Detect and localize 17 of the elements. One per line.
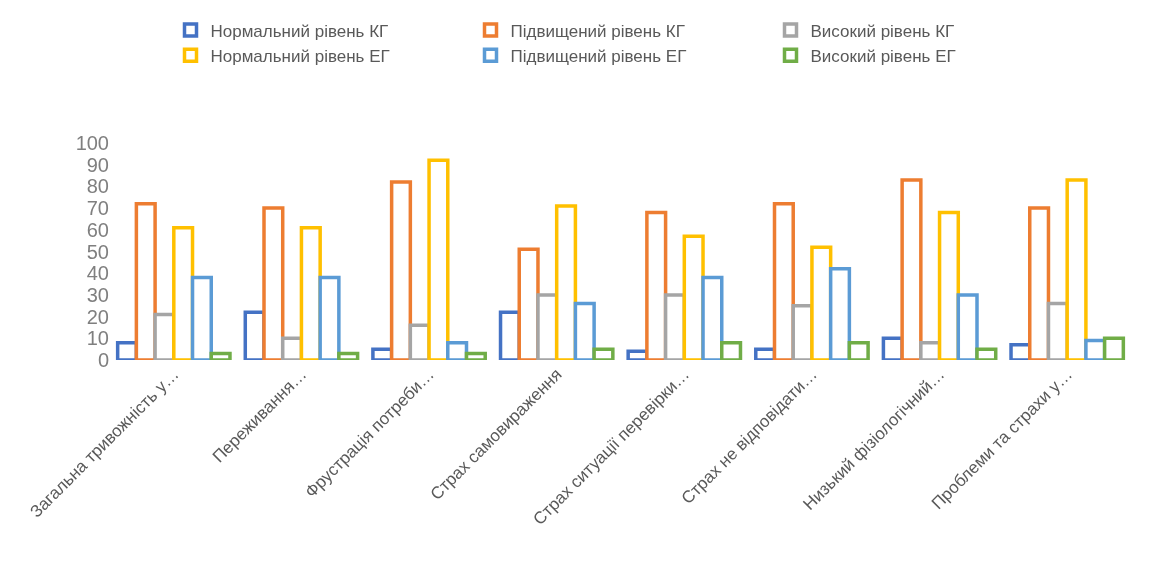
legend-label: Нормальний рівень ЕГ xyxy=(210,46,390,66)
y-tick-label: 90 xyxy=(86,153,109,176)
y-tick-label: 70 xyxy=(86,197,109,220)
y-tick-label: 0 xyxy=(97,349,109,371)
y-tick-label: 10 xyxy=(86,327,109,350)
y-tick-label: 40 xyxy=(86,262,109,285)
legend-label: Підвищений рівень КГ xyxy=(510,21,685,41)
legend-label: Підвищений рівень ЕГ xyxy=(510,46,687,66)
legend-label: Високий рівень КГ xyxy=(810,21,955,41)
y-tick-label: 50 xyxy=(86,240,109,263)
y-tick-label: 20 xyxy=(86,305,109,328)
y-tick-label: 100 xyxy=(75,132,109,154)
legend-label: Високий рівень ЕГ xyxy=(810,46,956,66)
legend-label: Нормальний рівень КГ xyxy=(210,21,389,41)
y-tick-label: 80 xyxy=(86,175,109,198)
y-tick-label: 30 xyxy=(86,283,109,306)
y-tick-label: 60 xyxy=(86,218,109,241)
